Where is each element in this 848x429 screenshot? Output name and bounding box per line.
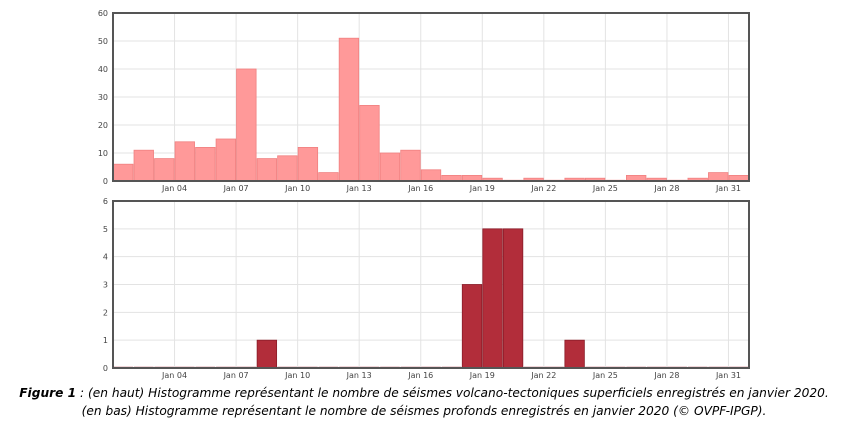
plot-frame [112, 12, 750, 182]
y-tick-label: 60 [98, 9, 108, 18]
x-tick-label: Jan 04 [161, 371, 187, 380]
bar [338, 37, 360, 182]
figure-caption-line-1: Figure 1 : (en haut) Histogramme représe… [0, 386, 848, 400]
x-tick-label: Jan 19 [469, 184, 495, 193]
plot-frame [112, 200, 750, 369]
y-tick-label: 30 [98, 93, 108, 102]
bar [133, 149, 154, 182]
x-tick-label: Jan 31 [715, 184, 741, 193]
bar [708, 172, 729, 182]
y-tick-label: 1 [103, 336, 108, 345]
y-tick-label: 6 [103, 197, 108, 206]
x-tick-label: Jan 07 [223, 371, 249, 380]
y-tick-label: 5 [103, 225, 108, 234]
y-tick-label: 4 [103, 253, 108, 262]
y-tick-label: 0 [103, 364, 108, 373]
bar [297, 146, 319, 182]
bar [359, 105, 380, 182]
x-tick-label: Jan 25 [592, 371, 618, 380]
bar [113, 163, 134, 182]
x-tick-label: Jan 13 [346, 184, 372, 193]
bar [236, 68, 257, 182]
x-tick-label: Jan 28 [653, 184, 679, 193]
x-tick-label: Jan 16 [407, 184, 433, 193]
bar [400, 149, 421, 182]
bar [154, 158, 175, 182]
x-tick-label: Jan 16 [407, 371, 433, 380]
x-tick-label: Jan 07 [223, 184, 249, 193]
x-tick-label: Jan 19 [469, 371, 495, 380]
bar [564, 339, 585, 369]
bar [420, 169, 442, 182]
bar [482, 228, 503, 369]
y-tick-label: 0 [103, 177, 108, 186]
bar [256, 158, 278, 182]
bar [174, 141, 195, 182]
y-tick-label: 50 [98, 37, 108, 46]
bar [379, 152, 401, 182]
x-tick-label: Jan 25 [592, 184, 618, 193]
bar [256, 339, 278, 369]
y-tick-label: 10 [98, 149, 108, 158]
x-tick-label: Jan 13 [346, 371, 372, 380]
x-tick-label: Jan 22 [530, 371, 556, 380]
x-tick-label: Jan 31 [715, 371, 741, 380]
x-tick-label: Jan 22 [530, 184, 556, 193]
bar [318, 172, 339, 182]
figure-caption-label: Figure 1 [19, 386, 77, 400]
bar [215, 138, 236, 182]
x-tick-label: Jan 10 [284, 371, 310, 380]
figure-caption-text-1: : (en haut) Histogramme représentant le … [76, 386, 829, 400]
y-tick-label: 3 [103, 281, 108, 290]
x-tick-label: Jan 04 [161, 184, 187, 193]
bar [461, 284, 483, 369]
x-tick-label: Jan 28 [653, 371, 679, 380]
y-tick-label: 40 [98, 65, 108, 74]
bar [277, 155, 298, 182]
chart-bottom: 0 1 2 3 4 5 6 Jan 04 Jan 07 Jan 10 Jan 13 Jan 16 Jan… [103, 197, 750, 380]
chart-top: 0 10 20 30 40 50 60 Jan 04 Jan 07 Jan 10 Jan 13 Jan… [98, 9, 750, 193]
bar [502, 228, 524, 369]
y-tick-label: 20 [98, 121, 108, 130]
y-tick-label: 2 [103, 308, 108, 317]
figure-caption-line-2: (en bas) Histogramme représentant le nom… [81, 404, 767, 418]
x-tick-label: Jan 10 [284, 184, 310, 193]
bar [195, 146, 216, 182]
